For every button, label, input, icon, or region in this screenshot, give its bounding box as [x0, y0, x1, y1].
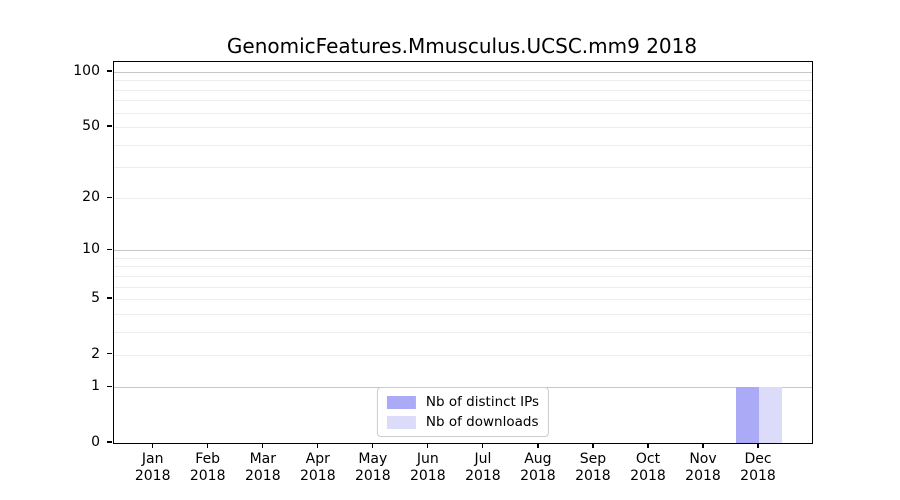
gridline-minor [114, 144, 812, 146]
x-tick-year: 2018 [465, 468, 501, 484]
gridline-minor [114, 166, 812, 168]
gridline-minor [114, 257, 812, 259]
bar-nb-of-downloads [759, 387, 782, 443]
x-tick-month: Oct [635, 451, 661, 467]
x-tick-year: 2018 [575, 468, 611, 484]
x-tick-mark [702, 443, 704, 449]
chart-title: GenomicFeatures.Mmusculus.UCSC.mm9 2018 [226, 34, 698, 58]
x-tick-year: 2018 [354, 468, 391, 484]
legend-swatch-downloads [386, 415, 416, 429]
x-tick-label: Aug 2018 [509, 451, 567, 485]
gridline-minor [114, 331, 812, 333]
y-tick-label: 5 [91, 290, 100, 306]
y-tick-mark [107, 353, 112, 355]
x-tick-mark [757, 443, 759, 449]
x-tick-year: 2018 [740, 468, 776, 484]
y-tick-label: 100 [73, 63, 100, 79]
y-tick-label: 10 [82, 241, 100, 258]
x-tick-label: Oct 2018 [619, 451, 677, 485]
x-tick-mark [482, 443, 484, 449]
x-tick-mark [152, 443, 154, 449]
x-tick-year: 2018 [244, 468, 281, 484]
x-tick-month: Sep [579, 451, 607, 467]
x-tick-mark [317, 443, 319, 449]
legend-item-distinct-ips: Nb of distinct IPs [386, 394, 540, 410]
y-tick-label: 0 [91, 434, 100, 450]
y-tick-label: 1 [91, 378, 100, 395]
x-tick-label: Feb 2018 [179, 451, 237, 485]
x-tick-label: Mar 2018 [234, 451, 292, 485]
y-tick-mark [107, 248, 112, 250]
plot-area: Nb of distinct IPs Nb of downloads [113, 61, 813, 444]
y-tick-label: 2 [91, 345, 100, 362]
x-tick-month: Apr [305, 451, 330, 467]
gridline-minor [114, 89, 812, 91]
x-tick-label: Apr 2018 [289, 451, 347, 485]
x-tick-label: May 2018 [344, 451, 402, 485]
y-tick-label: 50 [82, 117, 100, 134]
x-tick-mark [537, 443, 539, 449]
gridline-major [114, 250, 812, 252]
x-tick-month: May [358, 451, 388, 467]
x-tick-month: Jan [141, 451, 164, 467]
x-tick-year: 2018 [189, 468, 226, 484]
gridline-minor [114, 286, 812, 288]
y-tick-label: 20 [82, 189, 100, 206]
gridline-minor [114, 299, 812, 300]
x-tick-month: Aug [524, 451, 552, 467]
x-tick-label: Nov 2018 [674, 451, 732, 485]
legend: Nb of distinct IPs Nb of downloads [376, 387, 550, 437]
x-tick-year: 2018 [520, 468, 556, 484]
x-tick-year: 2018 [409, 468, 446, 484]
y-tick-mark [107, 125, 112, 127]
x-tick-year: 2018 [685, 468, 721, 484]
x-tick-month: Nov [689, 451, 717, 467]
x-tick-mark [592, 443, 594, 449]
x-tick-label: Dec 2018 [729, 451, 787, 485]
gridline-minor [114, 275, 812, 277]
y-tick-mark [107, 441, 112, 443]
x-tick-year: 2018 [630, 468, 666, 484]
x-tick-month: Mar [249, 451, 276, 467]
gridline-minor [114, 313, 812, 315]
x-tick-label: Jun 2018 [399, 451, 457, 485]
gridline-minor [114, 112, 812, 114]
x-tick-year: 2018 [134, 468, 171, 484]
x-tick-month: Jun [416, 451, 439, 467]
x-tick-label: Jan 2018 [124, 451, 182, 485]
x-tick-month: Feb [195, 451, 221, 467]
gridline-minor [114, 100, 812, 102]
x-tick-year: 2018 [299, 468, 336, 484]
y-tick-mark [107, 385, 112, 387]
x-tick-mark [262, 443, 264, 449]
y-tick-mark [107, 297, 112, 299]
x-tick-mark [647, 443, 649, 449]
legend-swatch-distinct-ips [386, 395, 416, 409]
legend-label-downloads: Nb of downloads [425, 414, 539, 430]
y-tick-mark [107, 70, 112, 72]
y-tick-mark [107, 196, 112, 198]
x-tick-month: Jul [474, 451, 492, 467]
legend-label-distinct-ips: Nb of distinct IPs [425, 394, 540, 410]
gridline-minor [114, 354, 812, 356]
gridline-minor [114, 80, 812, 82]
x-tick-label: Sep 2018 [564, 451, 622, 485]
x-tick-month: Dec [744, 451, 772, 467]
legend-item-downloads: Nb of downloads [386, 414, 539, 430]
x-tick-mark [207, 443, 209, 449]
x-tick-label: Jul 2018 [454, 451, 512, 485]
bar-nb-of-distinct-ips [736, 387, 759, 443]
gridline-minor [114, 126, 812, 128]
gridline-minor [114, 266, 812, 268]
x-tick-mark [427, 443, 429, 449]
x-tick-mark [372, 443, 374, 449]
gridline-major [114, 72, 812, 73]
gridline-minor [114, 198, 812, 200]
